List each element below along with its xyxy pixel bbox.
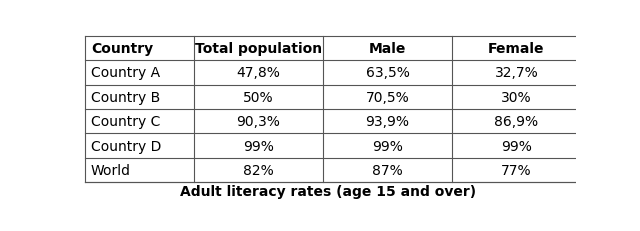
Text: 99%: 99%: [501, 139, 532, 153]
Text: Adult literacy rates (age 15 and over): Adult literacy rates (age 15 and over): [180, 185, 476, 198]
Text: Country B: Country B: [91, 90, 160, 104]
Text: 82%: 82%: [243, 163, 274, 177]
Text: 90,3%: 90,3%: [237, 115, 280, 129]
Text: Country A: Country A: [91, 66, 160, 80]
Text: 99%: 99%: [243, 139, 274, 153]
Text: 99%: 99%: [372, 139, 403, 153]
Text: 47,8%: 47,8%: [237, 66, 280, 80]
Text: 77%: 77%: [501, 163, 532, 177]
Text: Total population: Total population: [195, 42, 322, 56]
Text: 70,5%: 70,5%: [365, 90, 410, 104]
Text: Female: Female: [488, 42, 545, 56]
Text: 50%: 50%: [243, 90, 274, 104]
Text: 32,7%: 32,7%: [495, 66, 538, 80]
Text: Country C: Country C: [91, 115, 160, 129]
Text: 63,5%: 63,5%: [365, 66, 410, 80]
Text: 87%: 87%: [372, 163, 403, 177]
Text: 86,9%: 86,9%: [495, 115, 538, 129]
Text: 30%: 30%: [501, 90, 532, 104]
Text: Country D: Country D: [91, 139, 161, 153]
Text: World: World: [91, 163, 131, 177]
Text: Country: Country: [91, 42, 153, 56]
Text: Male: Male: [369, 42, 406, 56]
Text: 93,9%: 93,9%: [365, 115, 410, 129]
